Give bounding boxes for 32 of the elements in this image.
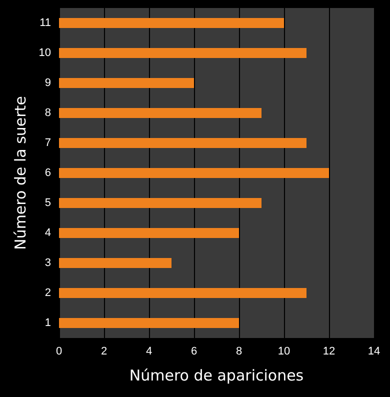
- bar: [59, 18, 284, 28]
- bar: [59, 78, 194, 88]
- bar: [59, 198, 262, 208]
- y-axis-title: Número de la suerte: [11, 96, 30, 250]
- y-tick-label: 4: [44, 227, 51, 239]
- y-tick-label: 11: [40, 17, 51, 29]
- bar: [59, 318, 239, 328]
- x-tick-label: 10: [278, 346, 290, 358]
- y-tick-label: 3: [44, 257, 51, 269]
- bar: [59, 258, 172, 268]
- bar: [59, 108, 262, 118]
- y-tick-label: 9: [44, 77, 51, 89]
- bar: [59, 168, 329, 178]
- bar: [59, 228, 239, 238]
- x-tick-label: 14: [368, 346, 380, 358]
- y-tick-label: 5: [44, 197, 51, 209]
- x-tick-label: 6: [190, 346, 198, 358]
- bar: [59, 48, 306, 58]
- x-tick-label: 8: [236, 346, 242, 358]
- y-tick-label: 8: [44, 107, 51, 119]
- x-tick-label: 2: [100, 346, 108, 358]
- x-tick-label: 4: [146, 346, 152, 358]
- y-tick-label: 6: [44, 167, 51, 179]
- y-tick-label: 2: [44, 287, 51, 299]
- y-tick-label: 1: [44, 317, 51, 329]
- x-tick-label: 0: [56, 346, 62, 358]
- bar: [59, 138, 306, 148]
- y-tick-label: 10: [38, 47, 51, 59]
- y-tick-label: 7: [44, 137, 51, 149]
- bar: [59, 288, 306, 298]
- x-tick-label: 12: [322, 346, 336, 358]
- x-axis-title: Número de apariciones: [129, 366, 304, 384]
